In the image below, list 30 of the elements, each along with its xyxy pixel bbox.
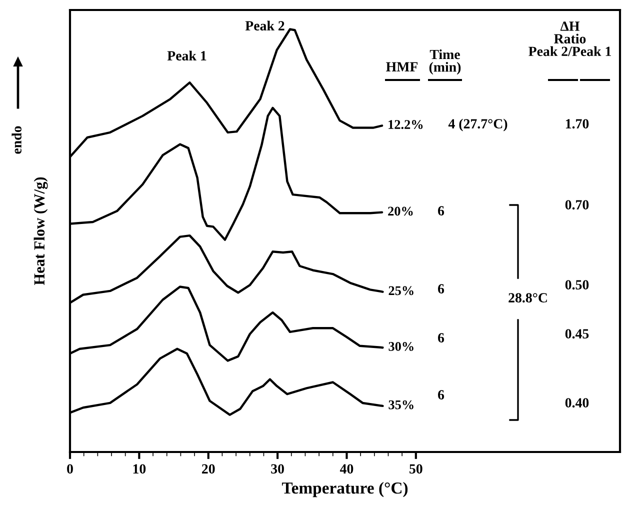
annotation: 6 <box>438 206 444 216</box>
annotation: 0.40 <box>565 398 589 408</box>
annotation: HMF <box>386 62 418 72</box>
text: endo <box>12 126 22 154</box>
annotation: 6 <box>438 333 444 342</box>
series-label: 35% <box>388 400 414 410</box>
series-label: 30% <box>388 342 414 351</box>
annotation: 0.50 <box>565 280 589 290</box>
series-label: 25% <box>388 286 414 296</box>
annotation: ΔH Ratio Peak 2/Peak 1 <box>528 22 611 56</box>
annotation: Peak 1 <box>167 50 206 60</box>
annotation: 28.8°C <box>508 293 547 303</box>
x-axis-title: Temperature (°C) <box>282 482 408 498</box>
x-tick-label: 10 <box>133 464 146 474</box>
annotation: 0.70 <box>565 200 589 210</box>
y-axis-title: Heat Flow (W/g) <box>34 177 48 286</box>
x-tick-label: 20 <box>202 464 215 474</box>
annotation: 4 (27.7°C) <box>448 118 508 132</box>
series-label: 12.2% <box>388 120 423 130</box>
annotation: 1.70 <box>566 119 589 129</box>
x-tick-label: 50 <box>410 464 422 474</box>
annotation: 6 <box>438 284 444 294</box>
annotation: 6 <box>438 390 444 400</box>
annotation: 0.45 <box>565 329 589 339</box>
x-tick-label: 0 <box>67 464 73 474</box>
x-tick-label: 40 <box>340 464 354 474</box>
annotation: Time (min) <box>429 49 461 75</box>
annotation: Peak 2 <box>245 20 284 30</box>
series-label: 20% <box>388 206 413 216</box>
x-tick-label: 30 <box>271 464 284 474</box>
